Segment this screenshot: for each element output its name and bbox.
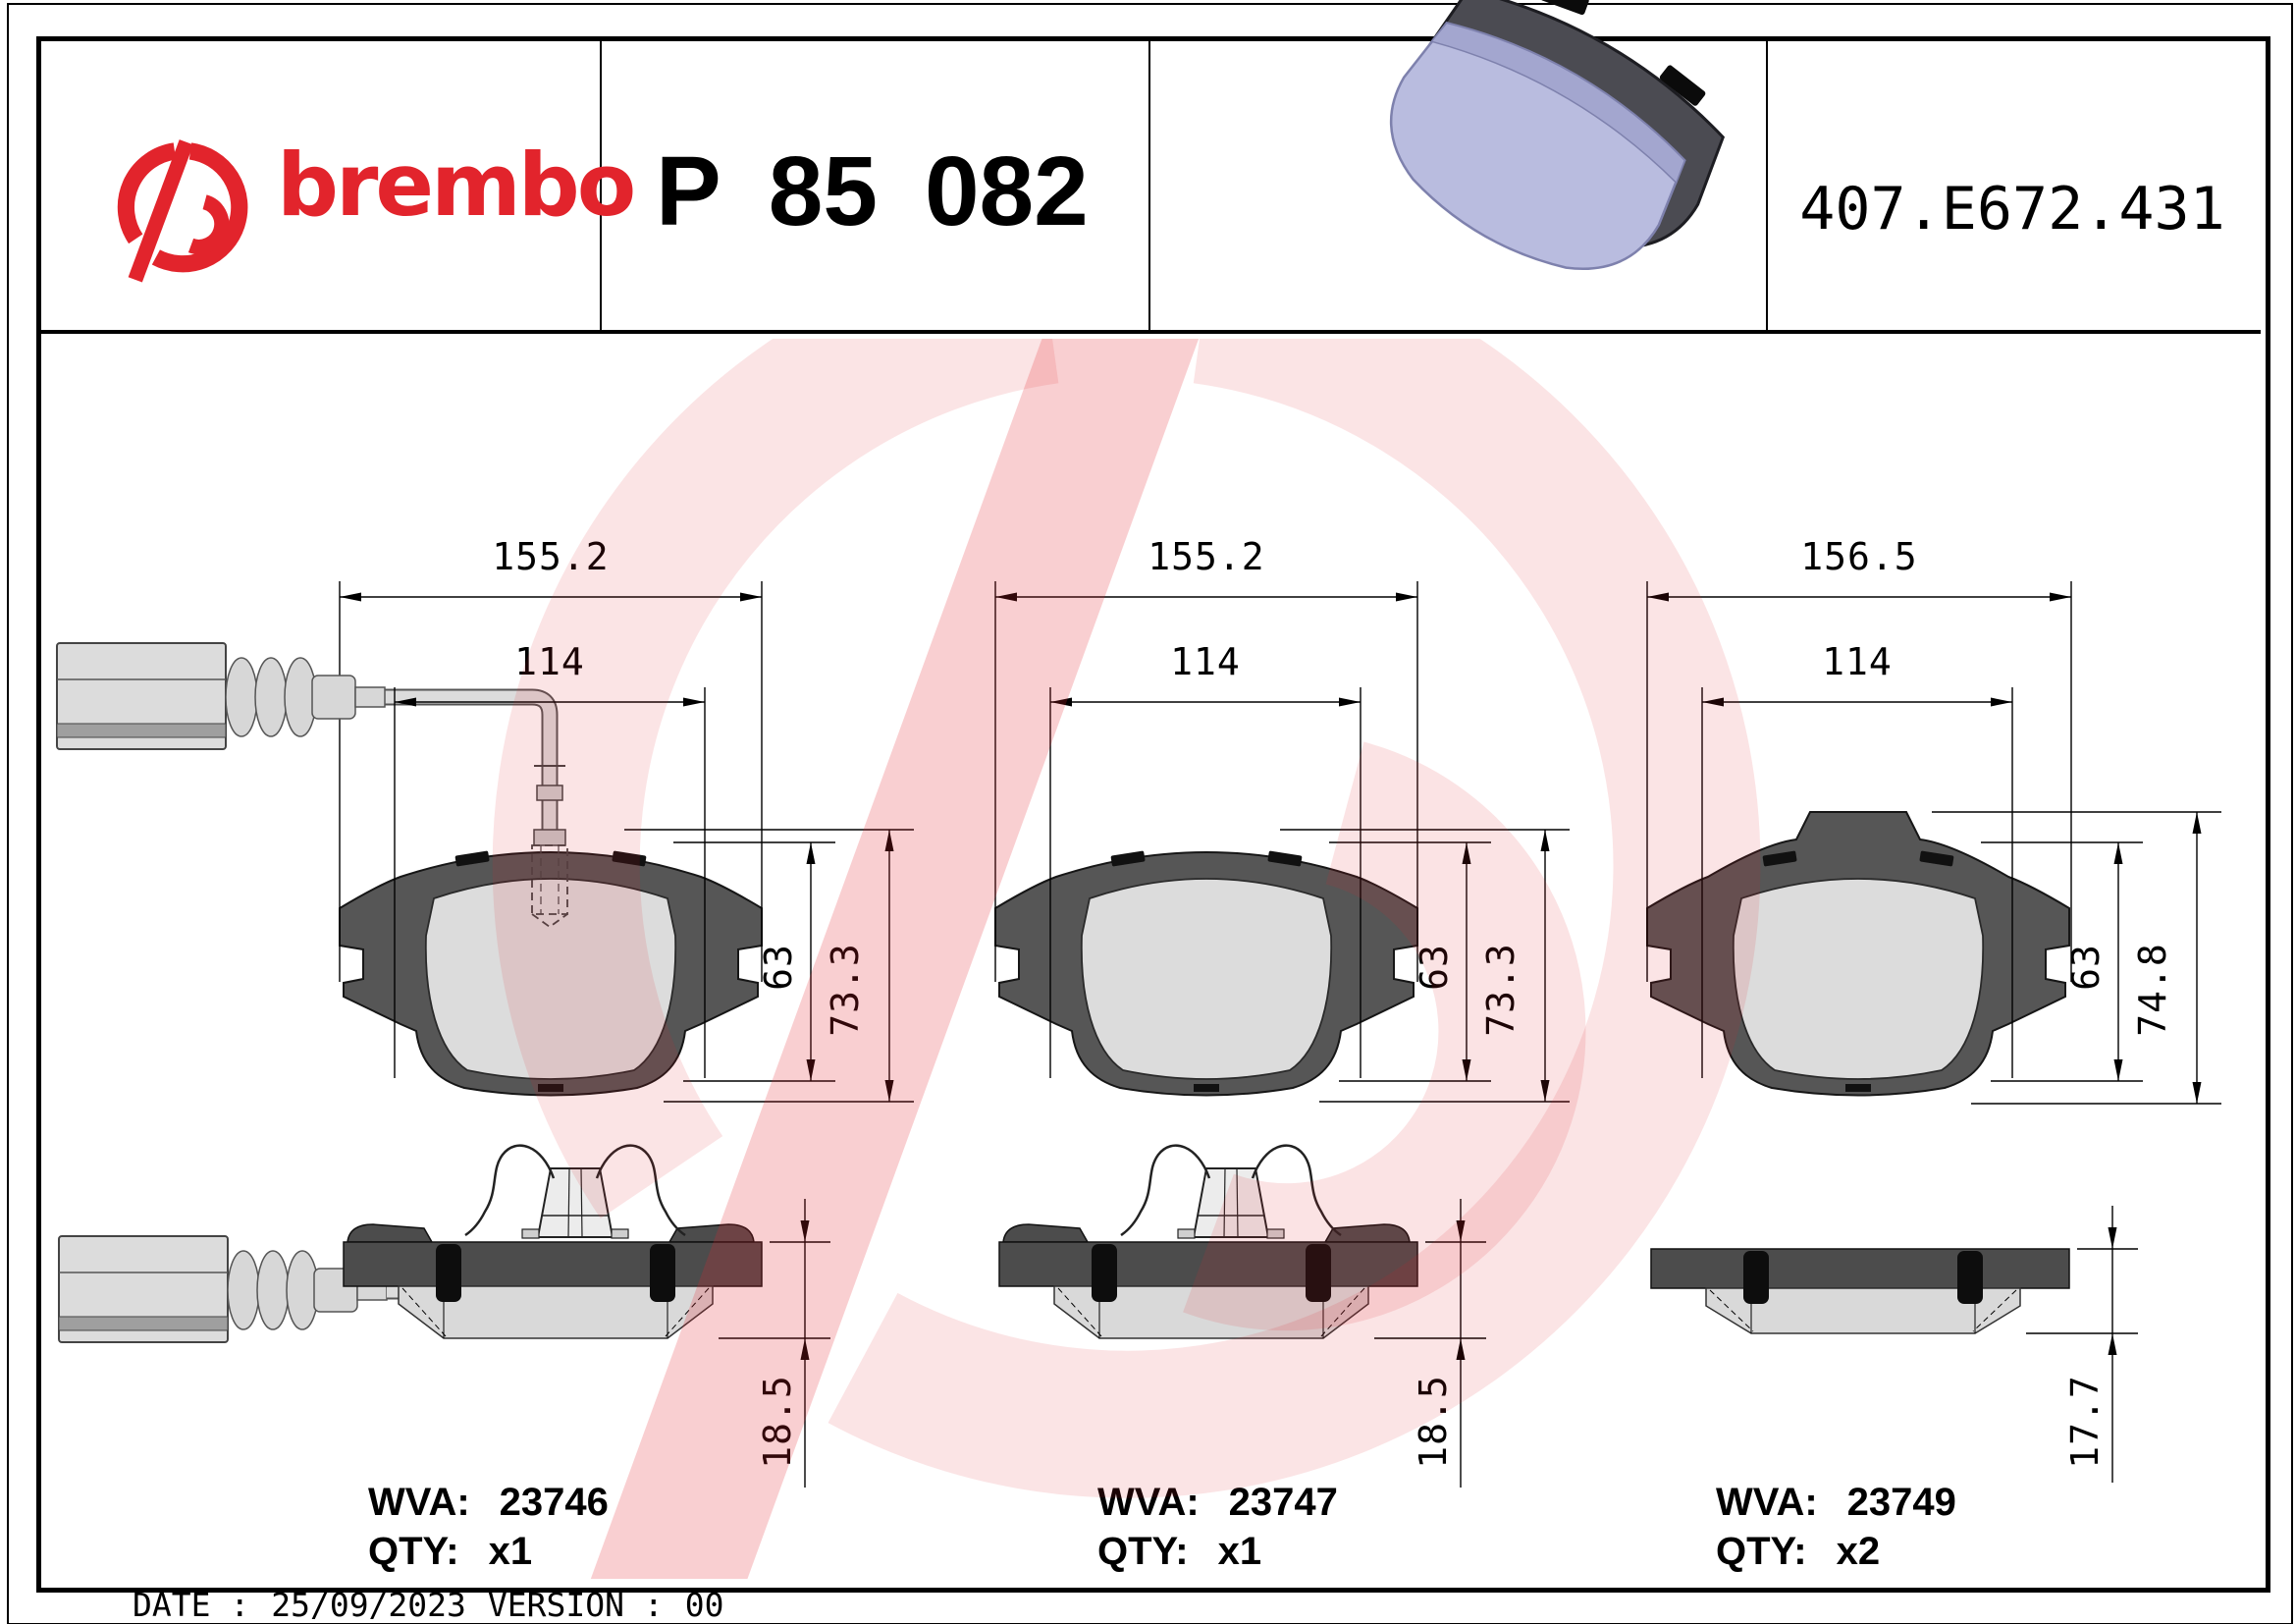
qty-label: QTY:: [368, 1530, 459, 1573]
titleblock-bottom-line: [36, 330, 2261, 334]
titleblock-divider-2: [1148, 36, 1150, 332]
front-view-right: [1646, 581, 2221, 1105]
bottom-tab: [1845, 1084, 1871, 1092]
dim-pad-width-right: 114: [1822, 640, 1893, 683]
catalog-code: 407.E672.431: [1799, 175, 2225, 244]
dim-pad-height-left: 63: [757, 944, 800, 991]
wva-label: WVA:: [1097, 1481, 1200, 1524]
qty-row-right: QTY: x2: [1716, 1530, 1880, 1574]
side-backplate: [343, 1241, 763, 1287]
sensor-connector: [58, 1235, 388, 1343]
part-number-prefix: P: [656, 136, 721, 246]
rubber-plug: [1957, 1251, 1983, 1304]
abutment-clip-icon: [1919, 850, 1954, 867]
bottom-tab: [1194, 1084, 1219, 1092]
rubber-plug: [1743, 1251, 1769, 1304]
spring-clip: [464, 1144, 686, 1239]
side-view-right: [1650, 1206, 2138, 1483]
wva-number: 23749: [1846, 1481, 1956, 1524]
qty-value: x1: [1217, 1530, 1262, 1573]
footer-revision-line: DATE : 25/09/2023 VERSION : 00: [133, 1586, 723, 1624]
front-view-middle: [994, 581, 1570, 1103]
dim-pad-width-mid: 114: [1170, 640, 1241, 683]
dimension-lines: [719, 1199, 830, 1488]
spring-clip: [1120, 1144, 1342, 1239]
qty-row-mid: QTY: x1: [1097, 1530, 1261, 1574]
date-label: DATE :: [133, 1586, 250, 1624]
dim-thickness-right: 17.7: [2063, 1375, 2107, 1469]
backplate-ear: [1002, 1223, 1090, 1243]
version-label: VERSION :: [487, 1586, 664, 1624]
dim-total-height-left: 73.3: [824, 943, 867, 1037]
dim-pad-height-mid: 63: [1413, 944, 1456, 991]
dimension-lines: [1374, 1199, 1486, 1488]
abutment-clip-icon: [1267, 850, 1303, 867]
part-number-mid: 85: [768, 136, 878, 246]
backplate-ear: [347, 1223, 434, 1243]
side-backplate: [998, 1241, 1418, 1287]
date-value: 25/09/2023: [271, 1586, 466, 1624]
dim-total-width-left: 155.2: [492, 535, 610, 578]
dim-thickness-mid: 18.5: [1412, 1375, 1455, 1469]
pad-friction-material: [1732, 878, 1985, 1080]
dim-pad-height-right: 63: [2064, 944, 2108, 991]
side-view-middle: [998, 1144, 1486, 1488]
dimension-lines: [994, 581, 1570, 1103]
qty-value: x1: [488, 1530, 533, 1573]
brake-pad-3d-render: [1389, 0, 1726, 270]
front-view-left: [339, 581, 914, 1103]
pad-friction-material: [424, 878, 677, 1080]
front-connector-left: [56, 642, 386, 750]
abutment-clip-icon: [1110, 850, 1146, 867]
wva-row-right: WVA: 23749: [1716, 1481, 1956, 1525]
side-view-left: [58, 1144, 830, 1488]
rubber-plug: [650, 1244, 675, 1302]
abutment-clip-icon: [454, 850, 490, 867]
qty-value: x2: [1836, 1530, 1881, 1573]
rubber-plug: [1092, 1244, 1117, 1302]
backplate-ear: [667, 1223, 755, 1243]
dim-total-height-right: 74.8: [2131, 943, 2174, 1037]
pad-friction-material: [1080, 878, 1333, 1080]
version-value: 00: [684, 1586, 724, 1624]
abutment-clip-icon: [612, 850, 647, 867]
wva-label: WVA:: [1716, 1481, 1818, 1524]
wva-number: 23747: [1228, 1481, 1338, 1524]
brand-wordmark: brembo: [277, 135, 636, 236]
sensor-connector: [56, 642, 386, 750]
qty-label: QTY:: [1097, 1530, 1189, 1573]
dim-total-width-mid: 155.2: [1148, 535, 1265, 578]
brembo-logo-icon: [117, 139, 248, 283]
part-number-suffix: 082: [924, 136, 1089, 246]
wva-row-left: WVA: 23746: [368, 1481, 609, 1525]
qty-label: QTY:: [1716, 1530, 1807, 1573]
drawing-frame: [36, 36, 2270, 1593]
qty-row-left: QTY: x1: [368, 1530, 532, 1574]
part-number: P 85 082: [656, 135, 1089, 248]
dim-total-height-mid: 73.3: [1479, 943, 1522, 1037]
bottom-tab: [538, 1084, 563, 1092]
backplate-ear: [1323, 1223, 1411, 1243]
dim-thickness-left: 18.5: [756, 1375, 799, 1469]
titleblock-divider-1: [600, 36, 602, 332]
dim-pad-width-left: 114: [514, 640, 585, 683]
rubber-plug: [436, 1244, 461, 1302]
wva-label: WVA:: [368, 1481, 470, 1524]
abutment-clip-icon: [1762, 850, 1797, 867]
wear-sensor-body: [531, 829, 568, 929]
wva-number: 23746: [499, 1481, 609, 1524]
wva-row-mid: WVA: 23747: [1097, 1481, 1338, 1525]
dimension-lines: [2026, 1206, 2138, 1483]
dimension-lines: [1646, 581, 2221, 1105]
dimension-lines: [339, 581, 914, 1103]
rubber-plug: [1306, 1244, 1331, 1302]
side-backplate: [1650, 1248, 2070, 1289]
dim-total-width-right: 156.5: [1800, 535, 1918, 578]
titleblock-divider-3: [1766, 36, 1768, 332]
